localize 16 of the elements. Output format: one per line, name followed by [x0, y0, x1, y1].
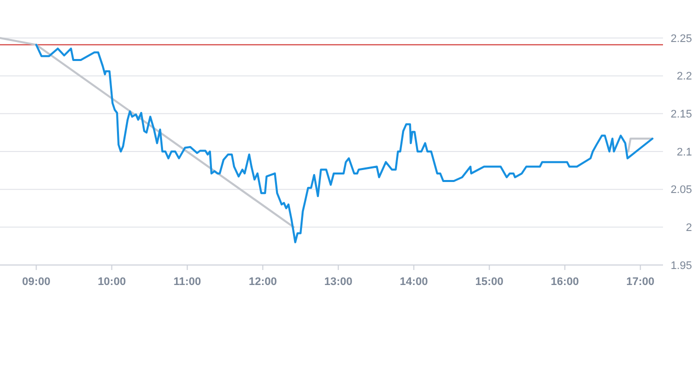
x-tick-label: 10:00	[98, 276, 126, 288]
x-tick-label: 12:00	[248, 276, 277, 288]
y-tick-label: 2.2	[676, 70, 692, 83]
y-tick-label: 2.1	[676, 146, 692, 158]
x-tick-label: 13:00	[324, 276, 352, 288]
x-tick-label: 14:00	[400, 276, 428, 288]
x-tick-label: 17:00	[626, 276, 654, 288]
x-tick-label: 09:00	[22, 276, 50, 288]
y-tick-label: 2.05	[670, 184, 692, 196]
y-tick-label: 1.95	[670, 260, 692, 272]
y-tick-label: 2.15	[670, 108, 692, 121]
x-tick-label: 11:00	[174, 276, 202, 288]
x-tick-label: 16:00	[550, 276, 579, 288]
x-tick-label: 15:00	[475, 276, 504, 288]
y-tick-label: 2	[686, 222, 692, 234]
y-tick-label: 2.25	[670, 32, 692, 45]
